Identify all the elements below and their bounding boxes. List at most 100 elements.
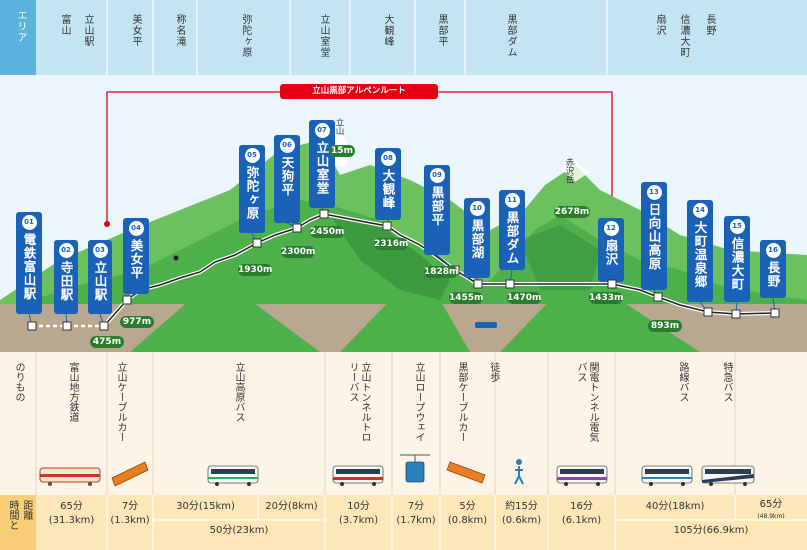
time-value: 50分(23km) bbox=[209, 525, 269, 536]
station-elevation: 893m bbox=[648, 320, 682, 332]
foreground-hill-3 bbox=[500, 290, 700, 352]
station-name: 黒部湖 bbox=[469, 219, 485, 260]
route-banner: 立山黒部アルペンルート bbox=[280, 84, 438, 99]
station-number: 08 bbox=[380, 151, 396, 166]
station-name: 信濃大町 bbox=[729, 237, 745, 291]
station-number: 16 bbox=[765, 243, 781, 258]
station-elevation: 1930m bbox=[238, 264, 273, 276]
akazawadake-snow bbox=[560, 160, 590, 182]
cable-car-icon bbox=[111, 461, 149, 487]
station-dot bbox=[703, 307, 713, 317]
station-dot bbox=[770, 308, 780, 318]
station-dot bbox=[62, 321, 72, 331]
station-name: 日向山高原 bbox=[646, 203, 662, 271]
tateyama-elevation-partial: 15m bbox=[329, 145, 355, 157]
station-name: 扇沢 bbox=[603, 239, 619, 266]
area-name: 黒部平 bbox=[436, 14, 447, 47]
station-dot bbox=[473, 279, 483, 289]
area-name: 立山駅 bbox=[82, 14, 93, 47]
station-box bbox=[309, 120, 335, 208]
boat-icon bbox=[475, 322, 497, 328]
station-number: 01 bbox=[21, 215, 37, 230]
time-distance: (1.3km) bbox=[110, 515, 150, 526]
time-distance: (0.8km) bbox=[447, 515, 488, 526]
station-elevation: 1470m bbox=[507, 292, 542, 304]
time-value: 7分 bbox=[121, 501, 139, 512]
station-dot bbox=[505, 279, 515, 289]
station-elevation: 475m bbox=[90, 336, 124, 348]
station-number: 15 bbox=[729, 219, 745, 234]
train-icon bbox=[39, 467, 101, 486]
express-bus-icon bbox=[701, 465, 755, 486]
station-box bbox=[424, 165, 450, 255]
time-row-bg bbox=[0, 495, 807, 550]
time-value: 20分(8km) bbox=[265, 501, 318, 512]
station-box bbox=[123, 218, 149, 294]
station-dot bbox=[319, 209, 329, 219]
transport-mode: 黒部ケーブルカー bbox=[456, 362, 467, 442]
mountain-shade-1 bbox=[330, 215, 450, 300]
area-header-bg bbox=[0, 0, 807, 75]
station-elevation: 2316m bbox=[374, 238, 409, 250]
station-name: 立山駅 bbox=[92, 261, 108, 302]
transport-mode: 富山地方鉄道 bbox=[67, 362, 78, 422]
station-elevation: 2450m bbox=[310, 226, 345, 238]
station-dot bbox=[99, 321, 109, 331]
time-value: 10分 bbox=[347, 501, 370, 512]
time-value: 5分 bbox=[459, 501, 476, 512]
station-name: 電鉄富山駅 bbox=[21, 233, 37, 301]
station-elevation: 1433m bbox=[589, 292, 624, 304]
station-number: 09 bbox=[429, 168, 445, 183]
station-name: 天狗平 bbox=[279, 156, 295, 197]
station-dot bbox=[122, 295, 132, 305]
highland-bus-icon bbox=[207, 465, 259, 486]
station-box bbox=[687, 200, 713, 302]
area-name: 称名滝 bbox=[174, 14, 185, 47]
station-number: 03 bbox=[92, 243, 108, 258]
station-number: 12 bbox=[603, 221, 619, 236]
station-box bbox=[88, 240, 112, 314]
station-dot bbox=[382, 221, 392, 231]
mountain-shade-2 bbox=[520, 225, 600, 290]
station-name: 大観峰 bbox=[380, 169, 396, 210]
time-distance: (31.3km) bbox=[48, 515, 95, 526]
ropeway-icon bbox=[400, 454, 430, 483]
station-number: 10 bbox=[469, 201, 485, 216]
station-number: 13 bbox=[646, 185, 662, 200]
station-box bbox=[239, 145, 265, 233]
station-dot bbox=[252, 238, 262, 248]
time-distance: (48.9km) bbox=[757, 513, 785, 520]
station-elevation: 1455m bbox=[449, 292, 484, 304]
station-box bbox=[16, 212, 42, 314]
area-name: 立山室堂 bbox=[318, 14, 329, 58]
station-box bbox=[464, 198, 490, 278]
tateyama-peak-label: 立山 bbox=[334, 118, 344, 135]
station-dot bbox=[653, 292, 663, 302]
walking-icon bbox=[514, 459, 524, 485]
shomyo-falls-dot bbox=[173, 255, 179, 261]
transport-label: のりもの bbox=[13, 362, 24, 402]
time-label-b: 時間と bbox=[7, 500, 18, 530]
time-value: 約15分 bbox=[505, 501, 538, 512]
area-name: 信濃大町 bbox=[678, 14, 689, 58]
kurobe-cable-car-icon bbox=[446, 461, 486, 484]
time-value: 65分 bbox=[60, 501, 83, 512]
station-number: 06 bbox=[279, 138, 295, 153]
transport-mode: 立山トンネルトロリーバス bbox=[347, 362, 370, 442]
time-row-label-bg bbox=[0, 495, 36, 550]
akazawadake-elevation: 2678m bbox=[554, 206, 590, 218]
electric-bus-icon bbox=[556, 465, 608, 486]
time-label-a: 距離 bbox=[21, 500, 32, 520]
time-value: 105分(66.9km) bbox=[673, 525, 749, 536]
time-value: 65分 bbox=[759, 499, 783, 510]
station-number: 11 bbox=[504, 193, 520, 208]
station-name: 長野 bbox=[765, 261, 781, 288]
station-name: 美女平 bbox=[128, 239, 144, 280]
area-header-label: エリア bbox=[15, 10, 26, 43]
station-number: 05 bbox=[244, 148, 260, 163]
transport-mode: 路線バス bbox=[677, 362, 688, 402]
time-value: 30分(15km) bbox=[176, 501, 235, 512]
transport-mode: 立山ロープウェイ bbox=[413, 362, 424, 442]
station-box bbox=[724, 216, 750, 302]
